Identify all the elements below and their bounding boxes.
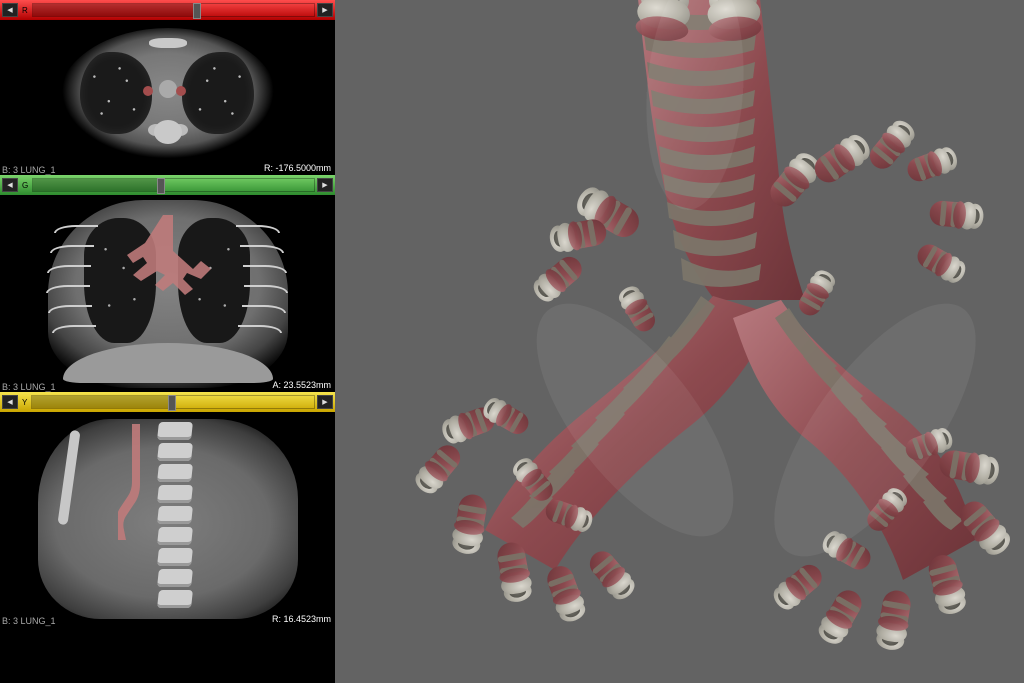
sagittal-panel: ◀ Y ▶ R: 16: [0, 392, 335, 626]
sagittal-slider-bar: ◀ Y ▶: [0, 392, 335, 412]
axial-mediastinum: [159, 80, 177, 98]
coronal-slice-viewport[interactable]: A: 23.5523mm: [0, 195, 335, 392]
coronal-series-label: B: 3 LUNG_1: [2, 382, 56, 392]
sagittal-slice-viewport[interactable]: R: 16.4523mm: [0, 412, 335, 626]
sagittal-slider-fill: [32, 396, 167, 408]
coronal-slider-thumb[interactable]: [157, 178, 165, 194]
axial-slider-fill: [33, 4, 196, 16]
coronal-panel: ◀ G ▶: [0, 175, 335, 392]
axial-slider-track[interactable]: [32, 3, 315, 17]
axial-slider-thumb[interactable]: [193, 3, 201, 19]
sagittal-slider-prev-button[interactable]: ◀: [2, 395, 18, 409]
sagittal-axis-label: Y: [20, 398, 29, 407]
axial-segmentation-overlay: [176, 86, 186, 96]
axial-spine: [154, 120, 182, 144]
sagittal-slider-next-button[interactable]: ▶: [317, 395, 333, 409]
sagittal-series-label: B: 3 LUNG_1: [2, 616, 56, 626]
coronal-axis-label: G: [20, 181, 30, 190]
sagittal-segmentation-overlay: [118, 424, 148, 544]
axial-slider-bar: ◀ R ▶: [0, 0, 335, 20]
coronal-slider-next-button[interactable]: ▶: [317, 178, 333, 192]
axial-lung-right: [182, 52, 254, 134]
axial-lung-left: [80, 52, 152, 134]
volume-render-panel[interactable]: [335, 0, 1024, 683]
sagittal-vertebral-column: [158, 422, 198, 612]
axial-segmentation-overlay: [143, 86, 153, 96]
axial-slider-next-button[interactable]: ▶: [317, 3, 333, 17]
viewer-layout: ◀ R ▶ R: -176.5000mm B: 3 LUNG_1: [0, 0, 1024, 683]
coronal-slider-track[interactable]: [32, 178, 315, 192]
axial-sternum: [149, 38, 187, 48]
coronal-slider-prev-button[interactable]: ◀: [2, 178, 18, 192]
coronal-segmentation-overlay: [113, 215, 223, 325]
coronal-slider-fill: [33, 179, 157, 191]
coronal-slider-bar: ◀ G ▶: [0, 175, 335, 195]
axial-slice-viewport[interactable]: R: -176.5000mm: [0, 20, 335, 175]
axial-slider-prev-button[interactable]: ◀: [2, 3, 18, 17]
sagittal-slider-thumb[interactable]: [168, 395, 176, 411]
axial-panel: ◀ R ▶ R: -176.5000mm: [0, 0, 335, 175]
sagittal-slider-track[interactable]: [31, 395, 315, 409]
axial-series-label: B: 3 LUNG_1: [2, 165, 56, 175]
slice-viewers-column: ◀ R ▶ R: -176.5000mm B: 3 LUNG_1: [0, 0, 335, 683]
volume-render-canvas[interactable]: [335, 0, 1024, 683]
axial-axis-label: R: [20, 6, 30, 15]
